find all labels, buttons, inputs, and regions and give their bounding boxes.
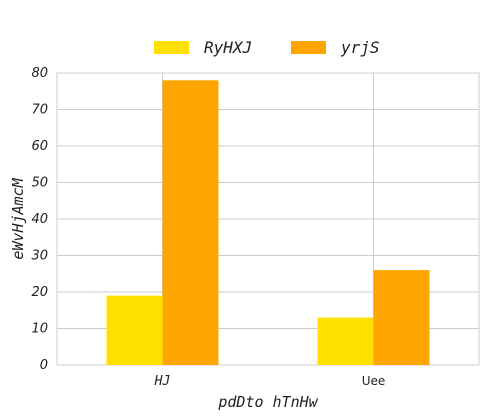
plot-frame (56, 72, 480, 366)
legend-swatch-RyHXJ (154, 41, 189, 54)
y-tick-label: 80 (31, 66, 48, 81)
y-tick-label: 0 (40, 358, 48, 373)
x-tick-labels: HJ Uee (154, 374, 386, 389)
bar-yrjS-Uee (373, 270, 430, 365)
bar-RyHXJ-Uee (317, 317, 374, 365)
y-tick-label: 50 (31, 176, 48, 191)
legend: RyHXJ yrjS (154, 38, 380, 57)
y-tick-labels: 0 10 20 30 40 50 60 70 80 (31, 66, 48, 373)
bar-yrjS-HJ (162, 80, 219, 366)
x-tick-label: Uee (362, 374, 386, 388)
y-axis-label: eWvHjAmcM (9, 177, 27, 259)
y-tick-label: 10 (31, 322, 48, 337)
legend-label-RyHXJ: RyHXJ (204, 38, 252, 57)
legend-label-yrjS: yrjS (340, 38, 380, 57)
y-tick-label: 30 (31, 249, 48, 264)
x-tick-label: HJ (154, 374, 171, 389)
y-tick-label: 40 (31, 212, 48, 227)
bar-RyHXJ-HJ (106, 295, 163, 365)
bars (106, 80, 430, 366)
y-tick-label: 60 (31, 139, 48, 154)
y-tick-label: 20 (31, 285, 48, 300)
legend-swatch-yrjS (291, 41, 326, 54)
y-tick-label: 70 (31, 103, 48, 118)
x-axis-label: pdDto hTnHw (217, 393, 318, 411)
